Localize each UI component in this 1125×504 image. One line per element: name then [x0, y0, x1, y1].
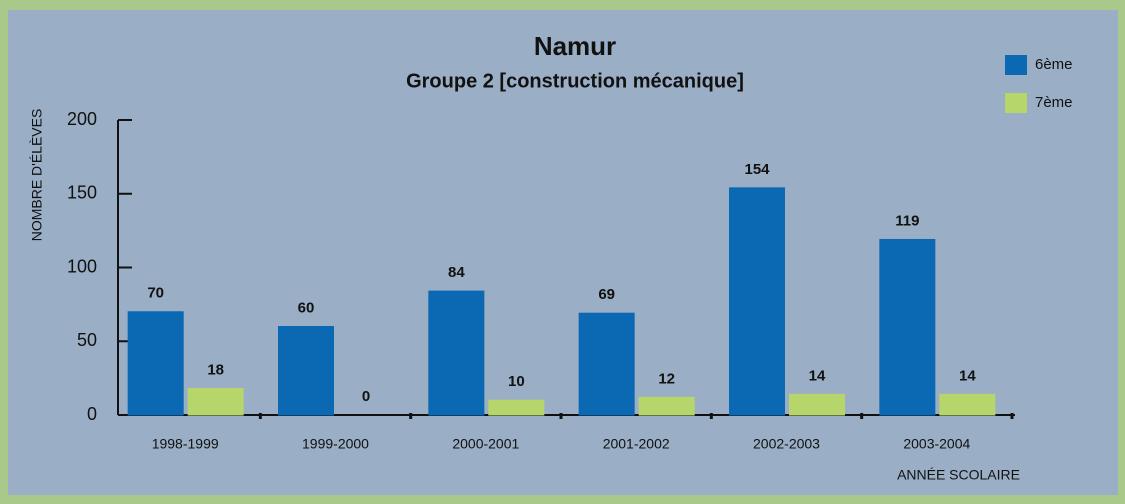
y-axis-label: NOMBRE D'ÉLÈVES [29, 109, 45, 242]
x-tick-label: 2003-2004 [903, 436, 970, 452]
legend-swatch [1005, 93, 1027, 113]
data-label: 60 [298, 299, 315, 316]
y-tick-label: 0 [87, 404, 97, 424]
chart-title: Namur [534, 31, 616, 61]
data-label: 84 [448, 264, 465, 281]
bar [428, 290, 485, 416]
data-label: 10 [508, 373, 525, 390]
legend-swatch [1005, 55, 1027, 75]
data-label: 14 [959, 367, 976, 384]
x-tick-label: 1999-2000 [302, 436, 369, 452]
bar [278, 326, 334, 416]
bar [729, 187, 785, 416]
y-tick-label: 150 [67, 183, 97, 203]
data-label: 154 [744, 161, 770, 178]
chart-subtitle: Groupe 2 [construction mécanique] [406, 70, 744, 92]
bar [578, 312, 635, 416]
data-label: 70 [147, 285, 164, 302]
data-label: 0 [362, 388, 370, 405]
bar [939, 393, 996, 416]
x-tick-label: 2000-2001 [452, 436, 519, 452]
x-tick-label: 2002-2003 [753, 436, 820, 452]
data-label: 18 [207, 361, 224, 378]
x-tick-label: 1998-1999 [152, 436, 219, 452]
y-tick-label: 200 [67, 109, 97, 129]
x-axis-label: ANNÉE SCOLAIRE [897, 467, 1020, 483]
y-tick-label: 50 [77, 330, 97, 350]
legend-label: 7ème [1035, 94, 1073, 111]
legend-label: 6ème [1035, 56, 1073, 73]
data-label: 12 [658, 370, 675, 387]
bar [187, 387, 244, 416]
x-tick-label: 2001-2002 [603, 436, 670, 452]
data-label: 119 [895, 212, 919, 229]
data-label: 14 [809, 367, 826, 384]
bar [488, 399, 545, 416]
bar [127, 311, 184, 416]
bar [638, 396, 695, 416]
bar [879, 238, 936, 416]
bar [789, 393, 845, 416]
data-label: 69 [598, 286, 615, 303]
y-tick-label: 100 [67, 256, 97, 276]
